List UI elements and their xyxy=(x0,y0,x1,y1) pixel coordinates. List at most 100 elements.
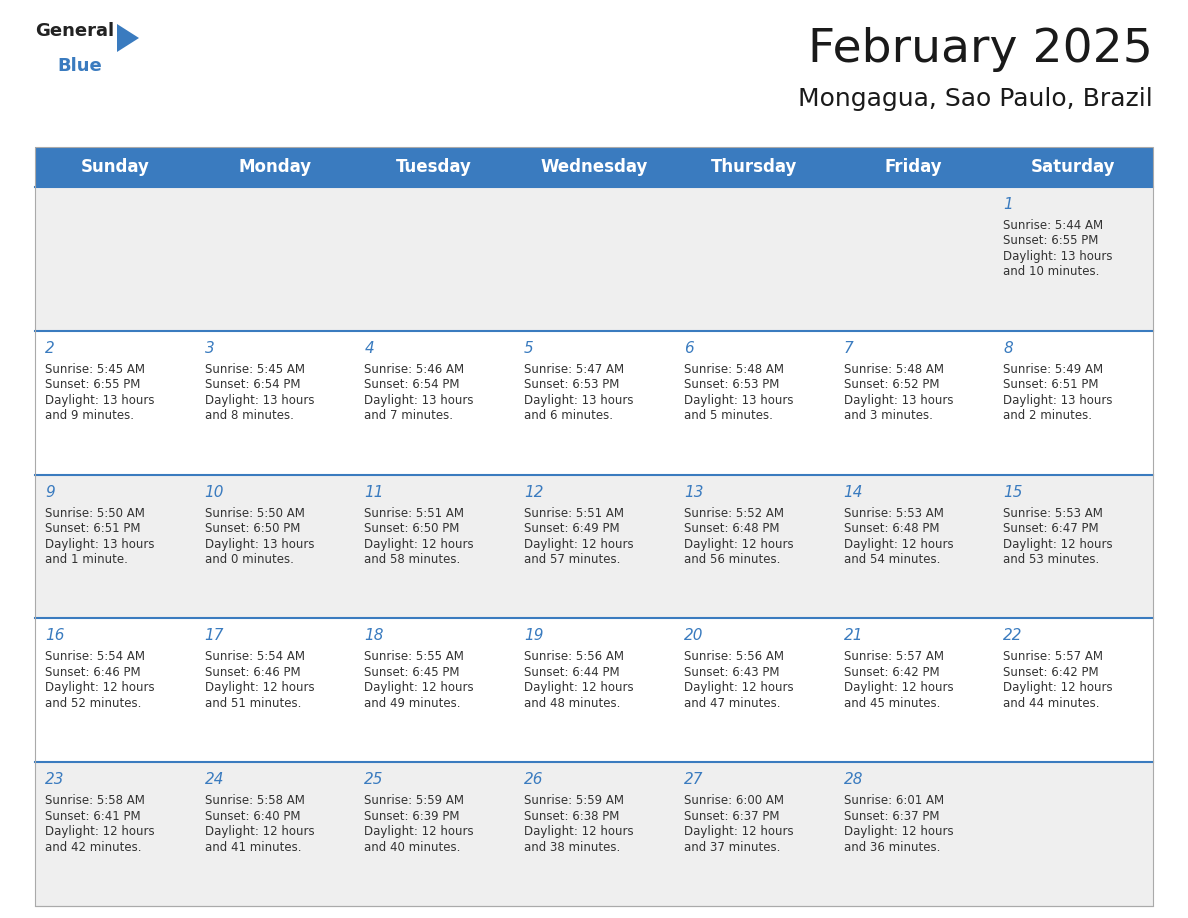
Text: Sunset: 6:50 PM: Sunset: 6:50 PM xyxy=(365,522,460,535)
Text: Sunrise: 5:50 AM: Sunrise: 5:50 AM xyxy=(204,507,304,520)
Bar xyxy=(34,475,1154,619)
Text: February 2025: February 2025 xyxy=(808,27,1154,72)
Text: and 1 minute.: and 1 minute. xyxy=(45,554,128,566)
Text: 7: 7 xyxy=(843,341,853,356)
Polygon shape xyxy=(116,24,139,52)
Text: Sunrise: 5:54 AM: Sunrise: 5:54 AM xyxy=(204,650,304,664)
Text: and 8 minutes.: and 8 minutes. xyxy=(204,409,293,422)
Text: Thursday: Thursday xyxy=(710,158,797,176)
Text: and 6 minutes.: and 6 minutes. xyxy=(524,409,613,422)
Text: 6: 6 xyxy=(684,341,694,356)
Text: Sunset: 6:42 PM: Sunset: 6:42 PM xyxy=(1004,666,1099,679)
Text: 21: 21 xyxy=(843,629,862,644)
Text: Sunrise: 5:51 AM: Sunrise: 5:51 AM xyxy=(365,507,465,520)
Text: Daylight: 12 hours: Daylight: 12 hours xyxy=(524,538,633,551)
Text: Sunrise: 5:46 AM: Sunrise: 5:46 AM xyxy=(365,363,465,375)
Text: and 58 minutes.: and 58 minutes. xyxy=(365,554,461,566)
Text: and 52 minutes.: and 52 minutes. xyxy=(45,697,141,710)
Text: Sunset: 6:50 PM: Sunset: 6:50 PM xyxy=(204,522,301,535)
Text: Sunset: 6:48 PM: Sunset: 6:48 PM xyxy=(843,522,939,535)
Text: 16: 16 xyxy=(45,629,64,644)
Text: Daylight: 13 hours: Daylight: 13 hours xyxy=(684,394,794,407)
Text: Daylight: 12 hours: Daylight: 12 hours xyxy=(365,681,474,694)
Text: Sunrise: 5:48 AM: Sunrise: 5:48 AM xyxy=(684,363,784,375)
Text: Sunrise: 5:45 AM: Sunrise: 5:45 AM xyxy=(204,363,304,375)
Text: Sunset: 6:53 PM: Sunset: 6:53 PM xyxy=(684,378,779,391)
Text: Sunrise: 6:01 AM: Sunrise: 6:01 AM xyxy=(843,794,943,807)
Text: 11: 11 xyxy=(365,485,384,499)
Text: Friday: Friday xyxy=(885,158,942,176)
Text: 3: 3 xyxy=(204,341,215,356)
Text: and 9 minutes.: and 9 minutes. xyxy=(45,409,134,422)
Text: Sunrise: 5:44 AM: Sunrise: 5:44 AM xyxy=(1004,219,1104,232)
Text: Sunrise: 5:56 AM: Sunrise: 5:56 AM xyxy=(684,650,784,664)
Text: Sunset: 6:51 PM: Sunset: 6:51 PM xyxy=(45,522,140,535)
Text: Daylight: 13 hours: Daylight: 13 hours xyxy=(843,394,953,407)
Text: Sunrise: 5:57 AM: Sunrise: 5:57 AM xyxy=(1004,650,1104,664)
Text: Daylight: 12 hours: Daylight: 12 hours xyxy=(45,825,154,838)
Text: Sunrise: 5:58 AM: Sunrise: 5:58 AM xyxy=(45,794,145,807)
Text: Sunset: 6:48 PM: Sunset: 6:48 PM xyxy=(684,522,779,535)
Text: 27: 27 xyxy=(684,772,703,788)
Text: 19: 19 xyxy=(524,629,544,644)
Text: 9: 9 xyxy=(45,485,55,499)
Text: and 38 minutes.: and 38 minutes. xyxy=(524,841,620,854)
Text: Sunrise: 5:57 AM: Sunrise: 5:57 AM xyxy=(843,650,943,664)
Text: Daylight: 13 hours: Daylight: 13 hours xyxy=(365,394,474,407)
Text: 26: 26 xyxy=(524,772,544,788)
Bar xyxy=(34,330,1154,475)
Text: Sunset: 6:53 PM: Sunset: 6:53 PM xyxy=(524,378,619,391)
Text: Daylight: 13 hours: Daylight: 13 hours xyxy=(45,538,154,551)
Text: and 5 minutes.: and 5 minutes. xyxy=(684,409,772,422)
Text: Sunset: 6:40 PM: Sunset: 6:40 PM xyxy=(204,810,301,823)
Text: Daylight: 12 hours: Daylight: 12 hours xyxy=(684,825,794,838)
Text: and 7 minutes.: and 7 minutes. xyxy=(365,409,454,422)
Text: Daylight: 12 hours: Daylight: 12 hours xyxy=(45,681,154,694)
Text: Sunrise: 5:56 AM: Sunrise: 5:56 AM xyxy=(524,650,624,664)
Text: Sunday: Sunday xyxy=(81,158,150,176)
Text: Sunset: 6:46 PM: Sunset: 6:46 PM xyxy=(204,666,301,679)
Text: Sunset: 6:43 PM: Sunset: 6:43 PM xyxy=(684,666,779,679)
Text: Sunrise: 5:45 AM: Sunrise: 5:45 AM xyxy=(45,363,145,375)
Text: and 36 minutes.: and 36 minutes. xyxy=(843,841,940,854)
Text: 20: 20 xyxy=(684,629,703,644)
Text: Daylight: 12 hours: Daylight: 12 hours xyxy=(684,538,794,551)
Text: Sunrise: 5:58 AM: Sunrise: 5:58 AM xyxy=(204,794,304,807)
Text: 28: 28 xyxy=(843,772,862,788)
Text: Sunset: 6:55 PM: Sunset: 6:55 PM xyxy=(45,378,140,391)
Bar xyxy=(34,147,1154,906)
Text: and 40 minutes.: and 40 minutes. xyxy=(365,841,461,854)
Text: Sunset: 6:51 PM: Sunset: 6:51 PM xyxy=(1004,378,1099,391)
Text: 4: 4 xyxy=(365,341,374,356)
Text: 8: 8 xyxy=(1004,341,1013,356)
Text: 13: 13 xyxy=(684,485,703,499)
Text: and 44 minutes.: and 44 minutes. xyxy=(1004,697,1100,710)
Text: Saturday: Saturday xyxy=(1031,158,1116,176)
Text: Daylight: 12 hours: Daylight: 12 hours xyxy=(365,825,474,838)
Text: and 41 minutes.: and 41 minutes. xyxy=(204,841,302,854)
Text: Sunrise: 5:55 AM: Sunrise: 5:55 AM xyxy=(365,650,465,664)
Text: 14: 14 xyxy=(843,485,862,499)
Text: Sunrise: 5:53 AM: Sunrise: 5:53 AM xyxy=(843,507,943,520)
Text: Sunset: 6:42 PM: Sunset: 6:42 PM xyxy=(843,666,940,679)
Text: Sunrise: 5:52 AM: Sunrise: 5:52 AM xyxy=(684,507,784,520)
Text: and 37 minutes.: and 37 minutes. xyxy=(684,841,781,854)
Text: Daylight: 12 hours: Daylight: 12 hours xyxy=(204,825,315,838)
Text: Daylight: 12 hours: Daylight: 12 hours xyxy=(843,681,953,694)
Text: Sunset: 6:41 PM: Sunset: 6:41 PM xyxy=(45,810,140,823)
Text: 15: 15 xyxy=(1004,485,1023,499)
Text: Sunset: 6:55 PM: Sunset: 6:55 PM xyxy=(1004,234,1099,248)
Text: Sunrise: 5:53 AM: Sunrise: 5:53 AM xyxy=(1004,507,1104,520)
Text: Sunrise: 5:51 AM: Sunrise: 5:51 AM xyxy=(524,507,624,520)
Text: Daylight: 13 hours: Daylight: 13 hours xyxy=(204,538,314,551)
Text: Daylight: 13 hours: Daylight: 13 hours xyxy=(45,394,154,407)
Text: Daylight: 13 hours: Daylight: 13 hours xyxy=(204,394,314,407)
Bar xyxy=(34,762,1154,906)
Text: 23: 23 xyxy=(45,772,64,788)
Text: Daylight: 12 hours: Daylight: 12 hours xyxy=(365,538,474,551)
Text: Daylight: 12 hours: Daylight: 12 hours xyxy=(524,825,633,838)
Text: Sunset: 6:37 PM: Sunset: 6:37 PM xyxy=(684,810,779,823)
Text: Daylight: 12 hours: Daylight: 12 hours xyxy=(843,538,953,551)
Text: Sunrise: 5:59 AM: Sunrise: 5:59 AM xyxy=(365,794,465,807)
Text: Daylight: 12 hours: Daylight: 12 hours xyxy=(524,681,633,694)
